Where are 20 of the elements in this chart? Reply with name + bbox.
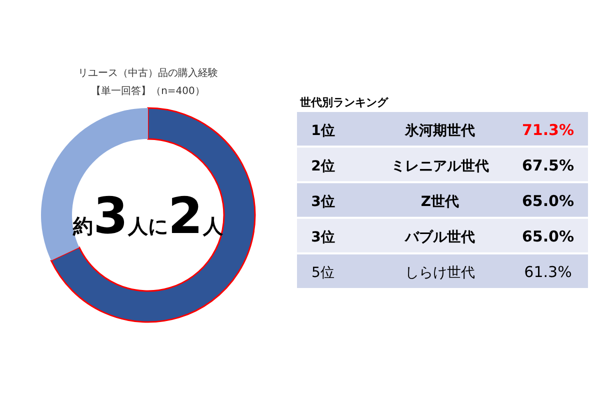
data-label: 61.3% bbox=[524, 263, 572, 282]
category-label: Z世代 bbox=[420, 194, 460, 210]
category-label: 氷河期世代 bbox=[404, 122, 475, 139]
chart-subtitle: 【単一回答】（n=400） bbox=[91, 85, 205, 97]
data-label: 65.0% bbox=[522, 228, 574, 246]
text: 世代別ランキング bbox=[299, 96, 389, 109]
category-label: バブル世代 bbox=[404, 228, 475, 246]
text: 3位 bbox=[311, 194, 335, 210]
chart-title: リユース（中古）品の購入経験 bbox=[78, 67, 218, 79]
donut-slice bbox=[50, 107, 256, 323]
category-label: ミレニアル世代 bbox=[391, 158, 489, 174]
data-label: 65.0% bbox=[522, 192, 574, 210]
category-label: しらけ世代 bbox=[405, 265, 475, 282]
donut-slice bbox=[41, 108, 148, 261]
text: 5位 bbox=[312, 265, 334, 282]
data-label: 67.5% bbox=[522, 156, 574, 174]
text: 2位 bbox=[311, 158, 335, 174]
data-label: 71.3% bbox=[522, 120, 574, 139]
text: 1位 bbox=[311, 122, 335, 139]
text: 3位 bbox=[311, 230, 335, 246]
